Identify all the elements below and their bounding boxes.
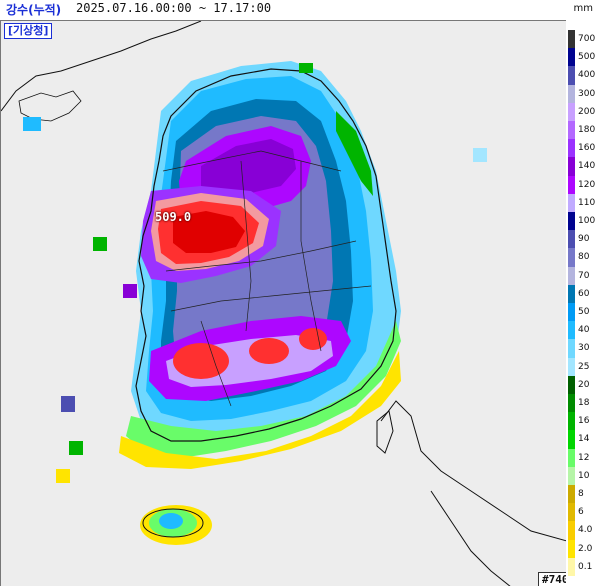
isolated-cell xyxy=(56,469,70,483)
legend-tick-label: 16 xyxy=(578,416,590,427)
legend-swatch xyxy=(568,339,575,358)
japan-coastline xyxy=(380,400,566,586)
legend-tick-label: 12 xyxy=(578,452,590,463)
province-boundaries xyxy=(162,150,372,407)
legend-tick-label: 20 xyxy=(578,379,590,390)
max-value-label: 509.0 xyxy=(155,210,192,224)
product-title: 강수(누적) xyxy=(6,3,62,17)
map-canvas xyxy=(1,21,566,586)
isolated-cell xyxy=(123,284,137,298)
rain-zone-south-yellow xyxy=(119,351,401,469)
legend-tick-label: 2.0 xyxy=(578,543,593,554)
legend-swatch xyxy=(568,503,575,522)
header-bar: 강수(누적) 2025.07.16.00:00 ~ 17.17:00 mm xyxy=(0,0,600,20)
legend-swatch xyxy=(568,121,575,140)
legend-tick-label: 18 xyxy=(578,398,590,408)
unit-label: mm xyxy=(573,3,593,14)
legend-tick-label: 0.1 xyxy=(578,561,593,572)
legend-tick-label: 30 xyxy=(578,343,590,354)
legend-tick-label: 400 xyxy=(578,70,596,81)
legend-swatch xyxy=(568,230,575,249)
jeju-outline xyxy=(142,508,204,538)
north-coastline xyxy=(1,21,202,112)
legend-tick-label: 500 xyxy=(578,52,596,63)
legend-swatch xyxy=(568,66,575,85)
isolated-cell xyxy=(299,63,313,73)
legend-swatch xyxy=(568,84,575,103)
legend-tick-label: 180 xyxy=(578,125,596,135)
legend-swatch xyxy=(568,357,575,376)
legend-tick-label: 110 xyxy=(578,197,596,208)
legend-tick-label: 700 xyxy=(578,34,596,44)
legend-tick-label: 4.0 xyxy=(578,525,593,536)
legend-swatch xyxy=(568,412,575,431)
legend-swatch xyxy=(568,102,575,121)
isolated-cell xyxy=(61,396,75,412)
legend-colorbar xyxy=(568,30,575,576)
color-legend: 700 500 400 300 200 180 160 140 120 110 100 90 80 70 6… xyxy=(566,20,600,586)
legend-tick-label: 40 xyxy=(578,325,590,336)
tsushima-island xyxy=(376,410,394,454)
legend-swatch xyxy=(568,539,575,558)
map-id-badge: #740 xyxy=(538,572,566,586)
legend-swatch xyxy=(568,521,575,540)
rain-zone-300-south-c xyxy=(299,328,327,350)
rain-zone-300-south-b xyxy=(249,338,289,364)
legend-tick-label: 140 xyxy=(578,161,596,172)
rain-zone-400-core xyxy=(173,211,245,253)
legend-swatch xyxy=(568,266,575,285)
shandong-coast xyxy=(18,90,82,122)
legend-swatch xyxy=(568,48,575,67)
legend-swatch xyxy=(568,448,575,467)
legend-swatch xyxy=(568,139,575,158)
jeju-rain-core xyxy=(159,513,183,529)
legend-tick-label: 200 xyxy=(578,106,596,117)
time-range: 2025.07.16.00:00 ~ 17.17:00 xyxy=(76,1,272,15)
legend-swatch xyxy=(568,30,575,49)
legend-swatch xyxy=(568,157,575,176)
legend-swatch xyxy=(568,430,575,449)
legend-tick-label: 25 xyxy=(578,361,590,372)
legend-swatch xyxy=(568,485,575,504)
legend-swatch xyxy=(568,284,575,303)
agency-badge: [기상청] xyxy=(4,23,53,39)
legend-swatch xyxy=(568,321,575,340)
rainfall-map[interactable]: [기상청] 509.0 #740 xyxy=(0,20,566,586)
legend-tick-label: 160 xyxy=(578,143,596,154)
legend-swatch xyxy=(568,303,575,322)
legend-tick-label: 120 xyxy=(578,179,596,190)
legend-tick-label: 100 xyxy=(578,216,596,226)
rain-zone-east-coast xyxy=(336,111,373,196)
legend-tick-label: 90 xyxy=(578,234,590,245)
legend-tick-label: 8 xyxy=(578,489,584,499)
legend-tick-label: 10 xyxy=(578,470,590,481)
legend-swatch xyxy=(568,248,575,267)
legend-tick-label: 50 xyxy=(578,307,590,317)
isolated-cell xyxy=(69,441,83,455)
legend-swatch xyxy=(568,212,575,231)
rain-zone-300-south-a xyxy=(173,343,229,379)
legend-tick-label: 6 xyxy=(578,507,584,518)
legend-tick-label: 60 xyxy=(578,288,590,299)
legend-tick-label: 70 xyxy=(578,270,590,281)
legend-swatch xyxy=(568,375,575,394)
isolated-cell xyxy=(23,117,41,131)
isolated-cell xyxy=(473,148,487,162)
legend-tick-label: 80 xyxy=(578,252,590,263)
legend-swatch xyxy=(568,466,575,485)
legend-swatch xyxy=(568,557,575,576)
legend-tick-label: 300 xyxy=(578,88,596,99)
legend-swatch xyxy=(568,394,575,413)
legend-swatch xyxy=(568,175,575,194)
isolated-cell xyxy=(93,237,107,251)
peninsula-outline xyxy=(135,68,397,442)
legend-tick-label: 14 xyxy=(578,434,590,445)
legend-swatch xyxy=(568,193,575,212)
